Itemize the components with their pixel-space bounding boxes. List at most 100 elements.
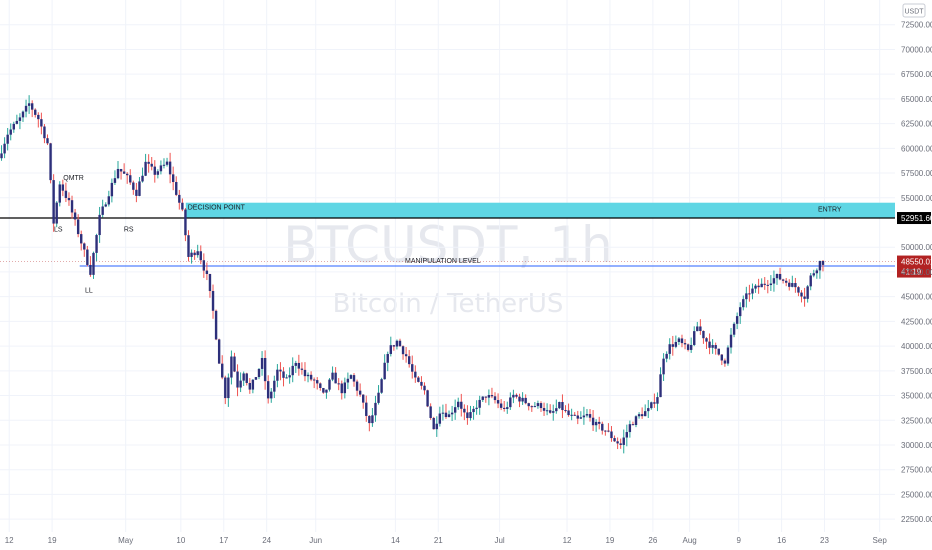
candle-body <box>383 362 386 380</box>
candle-body <box>98 214 101 236</box>
price-tick-label: 25000.00 <box>901 490 932 499</box>
candle-body <box>803 296 806 299</box>
candle-body <box>242 373 245 381</box>
candle-body <box>616 441 619 444</box>
candle-body <box>248 382 252 390</box>
candle-body <box>735 316 739 324</box>
candle-body <box>588 414 592 418</box>
price-tick-label: 32500.00 <box>901 416 932 425</box>
manipulation-level-label: MANIPULATION LEVEL <box>405 258 481 265</box>
candle-body <box>303 369 307 377</box>
candle-body <box>567 410 570 416</box>
candle-body <box>515 394 518 397</box>
candle-body <box>58 184 61 203</box>
candle-body <box>791 283 794 287</box>
candle-body <box>711 345 714 348</box>
currency-badge-text: USDT <box>904 9 924 16</box>
currency-badge[interactable]: USDT <box>902 3 926 18</box>
candle-body <box>171 174 175 183</box>
candle-body <box>407 356 411 365</box>
candle-body <box>21 111 25 118</box>
price-tick-label: 67500.00 <box>901 70 932 79</box>
price-axis[interactable]: 22500.00 25000.00 27500.00 30000.00 32500.00… <box>901 21 932 524</box>
candle-body <box>604 430 607 432</box>
candle-body <box>126 173 129 176</box>
candle-body <box>558 402 561 409</box>
candle-body <box>288 375 291 378</box>
candle-body <box>732 323 736 335</box>
price-tick-label: 57500.00 <box>901 169 932 178</box>
candle-body <box>150 163 153 167</box>
candle-body <box>101 206 104 215</box>
candle-body <box>245 373 248 383</box>
candle-body <box>27 103 31 106</box>
candle-body <box>769 283 773 286</box>
candle-body <box>591 417 595 426</box>
candle-body <box>539 403 543 409</box>
candle-body <box>233 356 236 372</box>
candle-body <box>18 117 22 121</box>
candle-body <box>165 161 169 165</box>
candle-body <box>631 424 635 426</box>
candle-body <box>625 432 629 438</box>
candle-body <box>49 143 52 181</box>
candle-body <box>153 166 156 175</box>
time-tick-label: 23 <box>820 536 829 545</box>
candle-body <box>506 407 509 409</box>
candle-body <box>723 360 727 364</box>
candle-body <box>742 299 745 308</box>
candle-body <box>309 374 313 380</box>
candle-body <box>175 182 178 195</box>
candle-body <box>487 395 491 398</box>
candle-body <box>444 412 448 418</box>
candle-body <box>475 407 478 409</box>
candle-body <box>331 372 334 380</box>
candle-body <box>533 406 537 408</box>
candle-body <box>521 397 524 402</box>
candle-body <box>122 171 126 174</box>
candle-body <box>619 443 622 445</box>
candle-body <box>340 383 343 394</box>
candle-body <box>254 377 258 380</box>
candle-body <box>432 417 435 430</box>
candle-body <box>328 379 331 390</box>
candle-body <box>634 416 638 426</box>
candle-body <box>199 251 202 261</box>
candle-body <box>490 395 494 397</box>
candle-body <box>435 423 438 430</box>
candle-body <box>291 365 294 376</box>
candle-body <box>162 164 166 166</box>
candle-body <box>217 339 221 364</box>
price-tick-label: 50000.00 <box>901 243 932 252</box>
candle-body <box>607 430 610 432</box>
candle-body <box>80 234 83 244</box>
candle-body <box>573 414 576 416</box>
candle-body <box>362 394 365 403</box>
candle-body <box>564 410 567 412</box>
candle-body <box>561 402 564 411</box>
candle-body <box>266 381 270 399</box>
candle-body <box>159 165 163 172</box>
black-level-price-tag <box>897 212 931 225</box>
candle-body <box>294 362 297 366</box>
candle-body <box>257 368 261 378</box>
annotations: QMTR LS RS LL <box>54 175 134 295</box>
candle-body <box>52 180 55 224</box>
time-axis[interactable]: 12 19 May 10 17 24 Jun 14 21 Jul 12 19 26 Aug 9 16 23 Sep <box>5 536 888 545</box>
time-tick-label: 9 <box>736 536 741 545</box>
candle-body <box>417 377 420 382</box>
time-tick-label: May <box>118 536 133 545</box>
candle-body <box>441 412 445 414</box>
candle-body <box>714 345 717 349</box>
candle-body <box>389 345 392 354</box>
levels: DECISION POINT ENTRY 52951.60 MANIPULATION … <box>0 202 932 278</box>
candle-body <box>748 293 751 295</box>
price-tick-label: 70000.00 <box>901 45 932 54</box>
price-tick-label: 40000.00 <box>901 342 932 351</box>
candle-body <box>337 383 340 385</box>
candle-body <box>86 249 89 265</box>
candle-body <box>401 346 405 355</box>
entry-label: ENTRY <box>818 207 842 214</box>
